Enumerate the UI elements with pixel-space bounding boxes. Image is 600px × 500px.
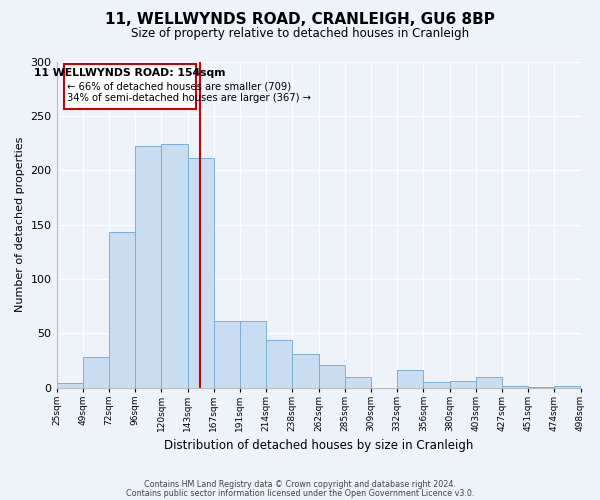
X-axis label: Distribution of detached houses by size in Cranleigh: Distribution of detached houses by size … [164,440,473,452]
Bar [292,354,319,388]
Text: ← 66% of detached houses are smaller (709): ← 66% of detached houses are smaller (70… [67,81,291,91]
Text: 11, WELLWYNDS ROAD, CRANLEIGH, GU6 8BP: 11, WELLWYNDS ROAD, CRANLEIGH, GU6 8BP [105,12,495,28]
Text: Contains public sector information licensed under the Open Government Licence v3: Contains public sector information licen… [126,488,474,498]
Bar [266,340,292,388]
Bar [476,377,502,388]
Bar [109,232,135,388]
Text: Contains HM Land Registry data © Crown copyright and database right 2024.: Contains HM Land Registry data © Crown c… [144,480,456,489]
Bar [449,382,476,388]
Bar [554,386,580,388]
Text: 11 WELLWYNDS ROAD: 154sqm: 11 WELLWYNDS ROAD: 154sqm [34,68,226,78]
Bar [345,377,371,388]
Bar [161,144,188,388]
Bar [424,382,449,388]
Bar [188,158,214,388]
Bar [397,370,424,388]
Bar [240,322,266,388]
Bar [528,387,554,388]
Bar [56,384,83,388]
Bar [214,322,240,388]
Bar [319,365,345,388]
FancyBboxPatch shape [64,64,196,110]
Text: Size of property relative to detached houses in Cranleigh: Size of property relative to detached ho… [131,28,469,40]
Bar [135,146,161,388]
Bar [502,386,528,388]
Text: 34% of semi-detached houses are larger (367) →: 34% of semi-detached houses are larger (… [67,93,311,103]
Y-axis label: Number of detached properties: Number of detached properties [15,137,25,312]
Bar [83,358,109,388]
